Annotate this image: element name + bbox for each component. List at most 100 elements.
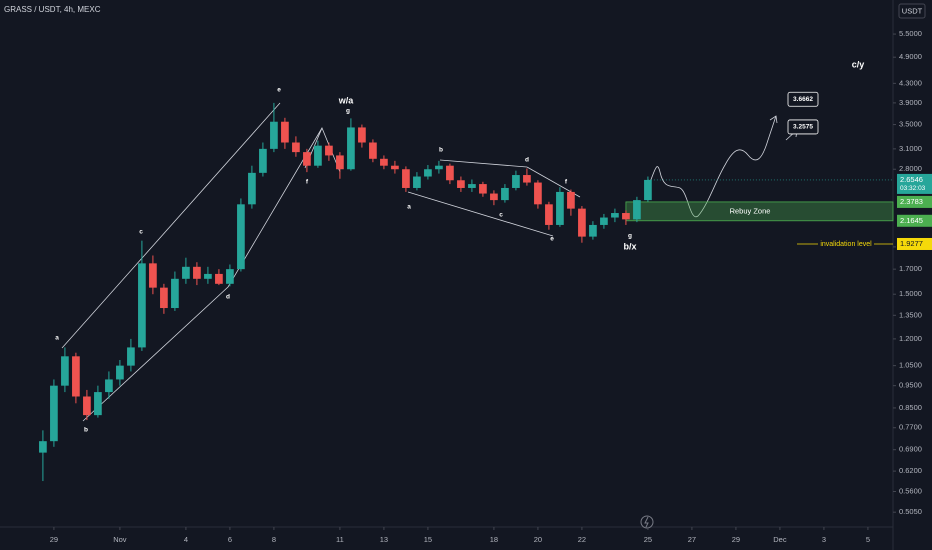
candle-body <box>336 155 344 170</box>
projection-path <box>649 115 777 218</box>
channel-line <box>407 191 554 237</box>
x-tick-label: 20 <box>534 535 542 544</box>
candle-body <box>39 441 47 453</box>
zone-label: Rebuy Zone <box>730 206 771 215</box>
last-price-label: 2.6546 <box>900 175 923 184</box>
candle-body <box>237 204 245 270</box>
flash-icon[interactable] <box>640 515 654 529</box>
wave-label: b <box>84 427 88 434</box>
x-tick-label: 29 <box>732 535 740 544</box>
y-tick-label: 3.9000 <box>899 98 922 107</box>
candle-body <box>424 169 432 177</box>
target-box <box>787 91 819 107</box>
wave-label: f <box>565 179 568 186</box>
channel-line <box>439 159 528 168</box>
candle-body <box>600 217 608 225</box>
candle-body <box>193 266 201 279</box>
wave-label: f <box>306 179 309 186</box>
x-tick-label: 25 <box>644 535 652 544</box>
candle-body <box>94 392 102 416</box>
candle-body <box>314 145 322 166</box>
candle-body <box>369 142 377 159</box>
candle-body <box>567 191 575 209</box>
invalidation-tag <box>897 237 932 250</box>
y-tick-label: 1.3500 <box>899 310 922 319</box>
candle-body <box>380 158 388 166</box>
wave-label: d <box>525 157 529 164</box>
x-tick-label: 27 <box>688 535 696 544</box>
candle-body <box>490 193 498 201</box>
candle-body <box>270 121 278 149</box>
candle-body <box>248 172 256 205</box>
x-tick-label: 29 <box>50 535 58 544</box>
wave-label: a <box>407 204 411 211</box>
candle-body <box>171 278 179 309</box>
wave-label: b/x <box>623 241 636 251</box>
candle-body <box>402 169 410 188</box>
x-tick-label: Dec <box>773 535 787 544</box>
wave-label: d <box>226 294 230 301</box>
candle-body <box>501 187 509 201</box>
currency-label: USDT <box>902 6 923 15</box>
invalidation-label: invalidation level <box>820 241 872 248</box>
candle-body <box>281 121 289 143</box>
candle-body <box>589 224 597 237</box>
wave-label: e <box>550 236 554 243</box>
candle-body <box>105 379 113 393</box>
x-tick-label: Nov <box>113 535 127 544</box>
y-tick-label: 1.5000 <box>899 289 922 298</box>
candle-body <box>468 184 476 188</box>
candle-body <box>578 208 586 237</box>
candle-body <box>72 356 80 397</box>
candle-body <box>259 148 267 173</box>
candle-body <box>149 263 157 288</box>
y-tick-label: 0.7700 <box>899 423 922 432</box>
candle-body <box>479 184 487 194</box>
candle-body <box>435 165 443 170</box>
candle-body <box>50 385 58 442</box>
x-tick-label: 3 <box>822 535 826 544</box>
candle-body <box>325 145 333 156</box>
wave-label: a <box>55 335 59 342</box>
y-tick-label: 1.0500 <box>899 361 922 370</box>
wave-label: g <box>628 233 632 240</box>
x-tick-label: 8 <box>272 535 276 544</box>
y-tick-label: 3.5000 <box>899 120 922 129</box>
x-tick-label: 5 <box>866 535 870 544</box>
y-tick-label: 2.8000 <box>899 164 922 173</box>
candle-body <box>83 396 91 416</box>
zone-upper-label: 2.3783 <box>900 197 923 206</box>
candle-body <box>446 165 454 181</box>
currency-box[interactable] <box>898 3 926 19</box>
chart-title: GRASS / USDT, 4h, MEXC <box>4 5 101 14</box>
wave-label: c <box>499 212 503 219</box>
candle-body <box>457 180 465 188</box>
y-tick-label: 0.5050 <box>899 507 922 516</box>
candle-body <box>644 179 652 201</box>
x-tick-label: 4 <box>184 535 188 544</box>
y-tick-label: 1.7000 <box>899 264 922 273</box>
target-box <box>787 119 819 135</box>
zone-lower-label: 2.1645 <box>900 216 923 225</box>
last-price-tag <box>897 173 932 194</box>
x-tick-label: 13 <box>380 535 388 544</box>
wave-label: g <box>346 108 350 115</box>
wave-label: e <box>277 87 281 94</box>
candle-body <box>556 191 564 225</box>
y-tick-label: 4.3000 <box>899 78 922 87</box>
candle-body <box>138 263 146 348</box>
y-tick-label: 0.6200 <box>899 466 922 475</box>
countdown-label: 03:32:03 <box>900 185 926 192</box>
candle-body <box>545 204 553 225</box>
channel-line <box>82 127 323 422</box>
candle-body <box>534 182 542 205</box>
candle-body <box>182 266 190 279</box>
y-tick-label: 5.5000 <box>899 29 922 38</box>
x-tick-label: 18 <box>490 535 498 544</box>
x-tick-label: 6 <box>228 535 232 544</box>
x-tick-label: 22 <box>578 535 586 544</box>
candle-body <box>226 269 234 284</box>
candle-body <box>512 175 520 188</box>
y-tick-label: 0.5600 <box>899 486 922 495</box>
